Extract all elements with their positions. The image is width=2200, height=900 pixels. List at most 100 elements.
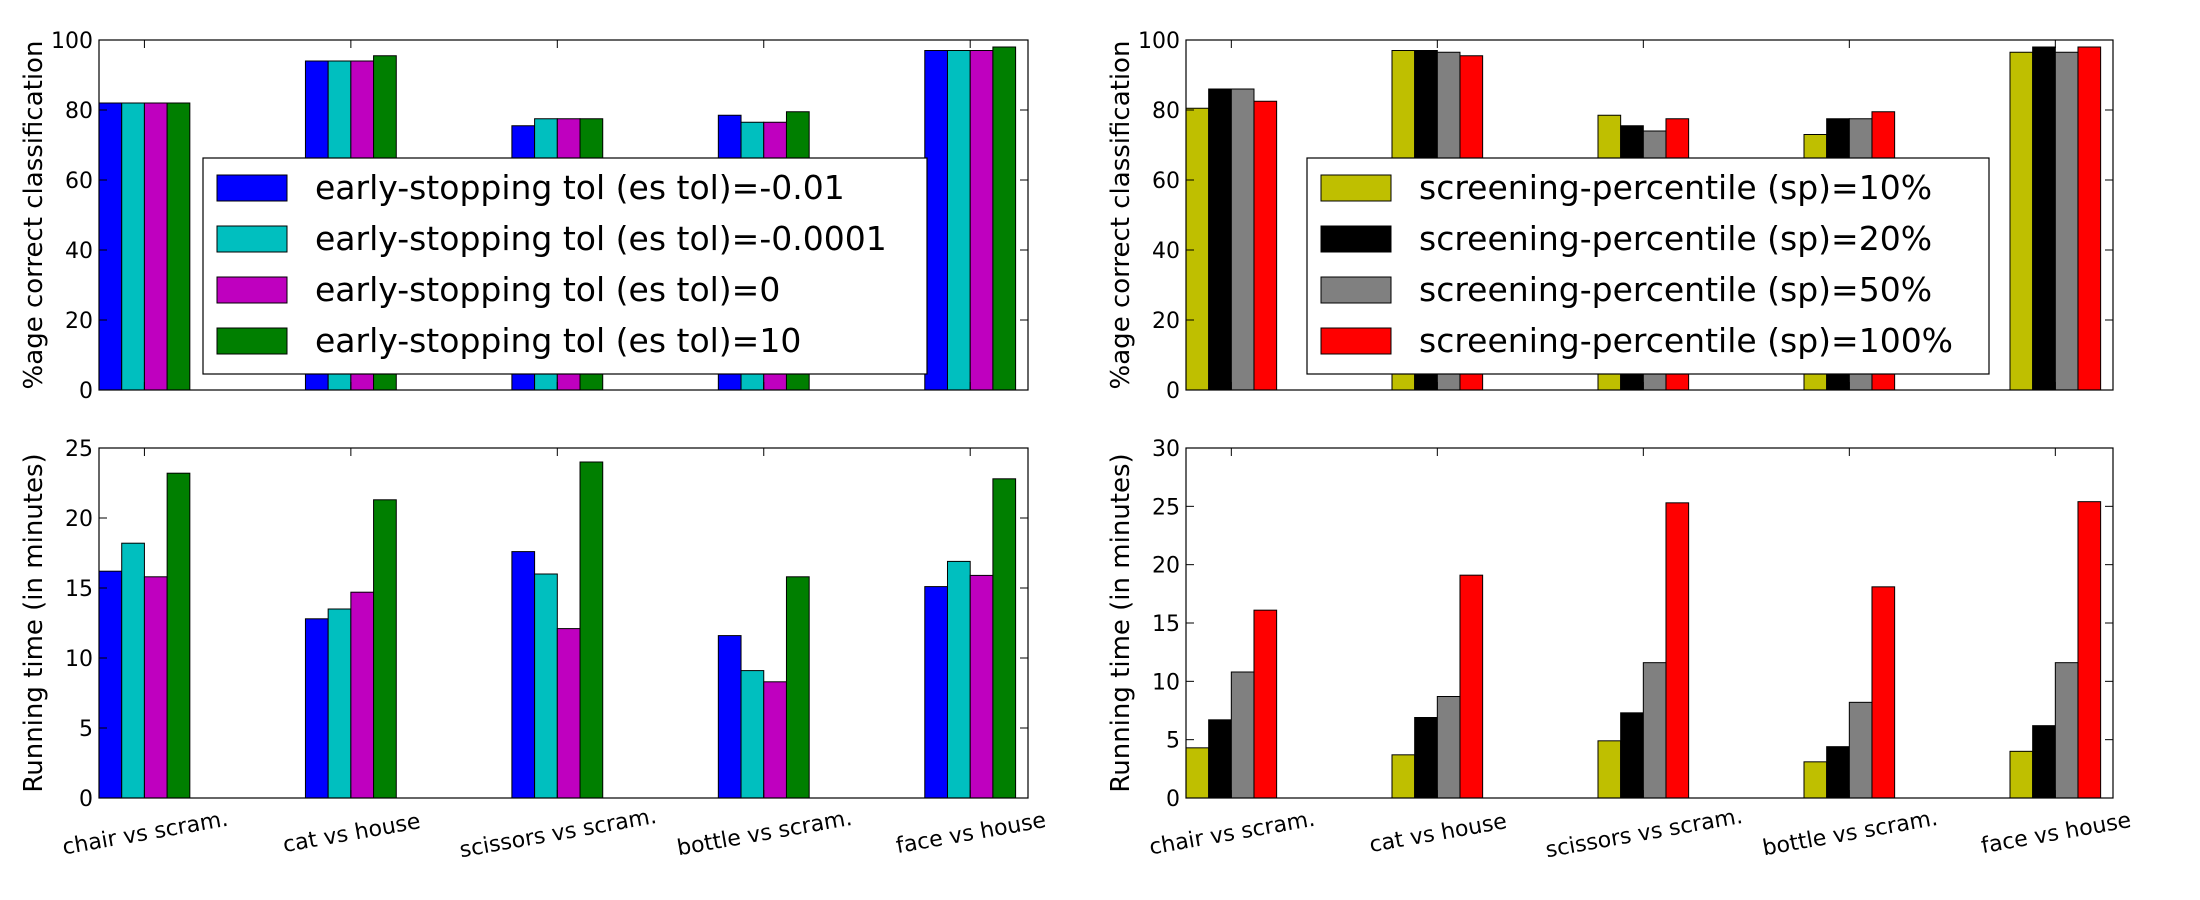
chart-acc-sp-ytick-label-4: 80 <box>1152 99 1180 124</box>
chart-acc-es-ytick-label-4: 80 <box>65 99 93 124</box>
chart-time-es-bar-early-stopping-tol-es-tol-0-0001-2 <box>534 573 558 799</box>
chart-acc-sp-ytick-label-0: 0 <box>1166 379 1180 404</box>
chart-time-es-bar-early-stopping-tol-es-tol-0-1 <box>350 591 375 799</box>
chart-time-sp-bar-screening-percentile-sp-100-4 <box>2077 501 2102 799</box>
chart-acc-sp-legend-label-3: screening-percentile (sp)=100% <box>1419 321 1953 360</box>
chart-time-sp-bar-screening-percentile-sp-50-0 <box>1230 671 1255 799</box>
chart-acc-es-ytick-label-2: 40 <box>65 239 93 264</box>
chart-time-es-bar-early-stopping-tol-es-tol-0-01-2 <box>511 551 536 799</box>
chart-acc-es-legend-swatch-2 <box>216 276 288 304</box>
chart-time-sp-bar-screening-percentile-sp-10-1 <box>1391 754 1416 799</box>
chart-acc-es-legend-label-3: early-stopping tol (es tol)=10 <box>315 321 801 360</box>
chart-acc-es-legend-label-2: early-stopping tol (es tol)=0 <box>315 270 780 309</box>
chart-time-es-ytick-label-4: 20 <box>65 507 93 532</box>
chart-time-es-bar-early-stopping-tol-es-tol-10-1 <box>373 499 397 799</box>
chart-time-sp-bar-screening-percentile-sp-50-1 <box>1436 696 1461 799</box>
chart-time-es-bar-early-stopping-tol-es-tol-10-2 <box>579 461 604 799</box>
chart-time-sp-ytick-label-2: 10 <box>1152 670 1180 695</box>
chart-time-es-bar-early-stopping-tol-es-tol-0-01-0 <box>98 570 123 799</box>
chart-time-sp-bar-screening-percentile-sp-10-2 <box>1597 740 1622 799</box>
chart-time-sp-bar-screening-percentile-sp-100-1 <box>1459 574 1484 799</box>
chart-acc-es-legend-label-0: early-stopping tol (es tol)=-0.01 <box>315 168 845 207</box>
chart-time-sp-bar-screening-percentile-sp-10-0 <box>1185 747 1210 799</box>
chart-time-sp-xtick-label-3: bottle vs scram. <box>1761 806 1940 861</box>
chart-time-sp-bar-screening-percentile-sp-10-4 <box>2009 750 2034 799</box>
chart-time-sp-bar-screening-percentile-sp-20-2 <box>1620 712 1644 799</box>
chart-acc-es-bar-early-stopping-tol-es-tol-0-01-0 <box>98 102 123 391</box>
chart-acc-sp-legend-swatch-1 <box>1320 225 1392 253</box>
chart-time-es-xtick-label-4: face vs house <box>894 808 1048 859</box>
chart-time-sp-xtick-label-0: chair vs scram. <box>1147 807 1316 861</box>
chart-time-sp-bar-screening-percentile-sp-20-1 <box>1414 717 1438 799</box>
chart-acc-sp-legend-swatch-0 <box>1320 174 1392 202</box>
chart-time-es-xtick-label-2: scissors vs scram. <box>458 804 659 863</box>
chart-acc-sp-bar-screening-percentile-sp-10-0 <box>1185 107 1210 391</box>
chart-acc-sp-frame <box>1185 39 2114 391</box>
chart-time-es-bar-early-stopping-tol-es-tol-0-0001-4 <box>946 560 971 799</box>
chart-acc-es-ytick-label-5: 100 <box>51 29 93 54</box>
chart-time-sp-bar-screening-percentile-sp-20-3 <box>1826 746 1850 799</box>
chart-acc-sp-legend-swatch-3 <box>1320 327 1392 355</box>
chart-time-es-bar-early-stopping-tol-es-tol-0-3 <box>763 681 787 799</box>
chart-time-es-bar-early-stopping-tol-es-tol-0-4 <box>969 574 994 799</box>
chart-acc-sp-bar-screening-percentile-sp-100-4 <box>2077 46 2102 391</box>
chart-time-es-bar-early-stopping-tol-es-tol-10-3 <box>785 576 810 799</box>
chart-acc-sp-bar-screening-percentile-sp-100-0 <box>1253 100 1278 391</box>
chart-time-sp-bar-screening-percentile-sp-50-4 <box>2054 662 2079 799</box>
chart-acc-es-bar-early-stopping-tol-es-tol-10-4 <box>992 46 1017 391</box>
chart-acc-sp-legend-swatch-2 <box>1320 276 1392 304</box>
chart-time-sp-bar-screening-percentile-sp-50-2 <box>1642 662 1667 799</box>
chart-time-sp-bar-screening-percentile-sp-20-0 <box>1208 719 1232 799</box>
chart-acc-sp-bar-screening-percentile-sp-10-4 <box>2009 51 2034 391</box>
chart-time-es-xtick-label-1: cat vs house <box>281 809 422 858</box>
chart-acc-sp-bar-screening-percentile-sp-20-0 <box>1208 88 1232 391</box>
chart-acc-es-legend-label-1: early-stopping tol (es tol)=-0.0001 <box>315 219 887 258</box>
chart-time-es-ytick-label-0: 0 <box>79 787 93 812</box>
chart-time-sp-bar-screening-percentile-sp-50-3 <box>1848 701 1873 799</box>
chart-time-es-ytick-label-2: 10 <box>65 647 93 672</box>
chart-time-es-bar-early-stopping-tol-es-tol-0-01-3 <box>717 635 742 799</box>
chart-acc-sp-ytick-label-1: 20 <box>1152 309 1180 334</box>
chart-time-sp-xtick-label-1: cat vs house <box>1368 809 1509 858</box>
chart-time-es-ytick-label-1: 5 <box>79 717 93 742</box>
chart-acc-es-frame <box>98 39 1029 391</box>
chart-time-es-bar-early-stopping-tol-es-tol-0-01-4 <box>924 586 948 799</box>
chart-acc-sp-legend-box <box>1306 157 1990 375</box>
chart-time-es-bar-early-stopping-tol-es-tol-0-2 <box>556 628 581 799</box>
chart-acc-es-ytick-label-3: 60 <box>65 169 93 194</box>
chart-acc-sp-bar-screening-percentile-sp-50-0 <box>1230 88 1255 391</box>
chart-time-sp-ylabel: Running time (in minutes) <box>1106 453 1136 792</box>
chart-acc-es-legend-box <box>202 157 928 375</box>
chart-time-sp-bar-screening-percentile-sp-100-0 <box>1253 609 1278 799</box>
chart-acc-es-legend-swatch-1 <box>216 225 288 253</box>
chart-time-sp-ytick-label-4: 20 <box>1152 554 1180 579</box>
chart-time-es-xtick-label-0: chair vs scram. <box>61 807 230 861</box>
chart-acc-es-bar-early-stopping-tol-es-tol-10-0 <box>166 102 191 391</box>
chart-time-sp-bar-screening-percentile-sp-100-3 <box>1871 586 1896 799</box>
chart-time-sp-bar-screening-percentile-sp-10-3 <box>1803 761 1828 799</box>
chart-acc-sp-legend-label-2: screening-percentile (sp)=50% <box>1419 270 1932 309</box>
chart-time-sp-bar-screening-percentile-sp-100-2 <box>1665 502 1690 799</box>
chart-time-es-bar-early-stopping-tol-es-tol-0-0001-0 <box>121 542 145 799</box>
chart-acc-sp-bar-screening-percentile-sp-50-4 <box>2054 51 2079 391</box>
chart-acc-es-bar-early-stopping-tol-es-tol-0-0 <box>143 102 168 391</box>
chart-time-es-bar-early-stopping-tol-es-tol-10-4 <box>992 478 1017 799</box>
chart-time-es-ytick-label-5: 25 <box>65 437 93 462</box>
chart-time-es-xtick-label-3: bottle vs scram. <box>675 806 854 861</box>
chart-acc-es-legend-swatch-0 <box>216 174 288 202</box>
chart-time-sp-xtick-label-4: face vs house <box>1979 808 2133 859</box>
chart-time-es-bar-early-stopping-tol-es-tol-0-0 <box>143 576 168 799</box>
chart-acc-es-ytick-label-1: 20 <box>65 309 93 334</box>
chart-time-es-ytick-label-3: 15 <box>65 577 93 602</box>
chart-time-es-bar-early-stopping-tol-es-tol-0-0001-1 <box>327 608 352 799</box>
chart-acc-es-bar-early-stopping-tol-es-tol-0-01-4 <box>924 50 948 391</box>
chart-acc-es-ytick-label-0: 0 <box>79 379 93 404</box>
chart-acc-sp-legend-label-0: screening-percentile (sp)=10% <box>1419 168 1932 207</box>
chart-acc-es-bar-early-stopping-tol-es-tol-0-0001-0 <box>121 102 145 391</box>
chart-time-es-bar-early-stopping-tol-es-tol-0-01-1 <box>304 618 329 799</box>
chart-acc-sp-ytick-label-5: 100 <box>1138 29 1180 54</box>
chart-acc-sp-ytick-label-3: 60 <box>1152 169 1180 194</box>
chart-acc-sp-ylabel: %age correct classification <box>1106 41 1136 390</box>
chart-acc-es-legend-swatch-3 <box>216 327 288 355</box>
